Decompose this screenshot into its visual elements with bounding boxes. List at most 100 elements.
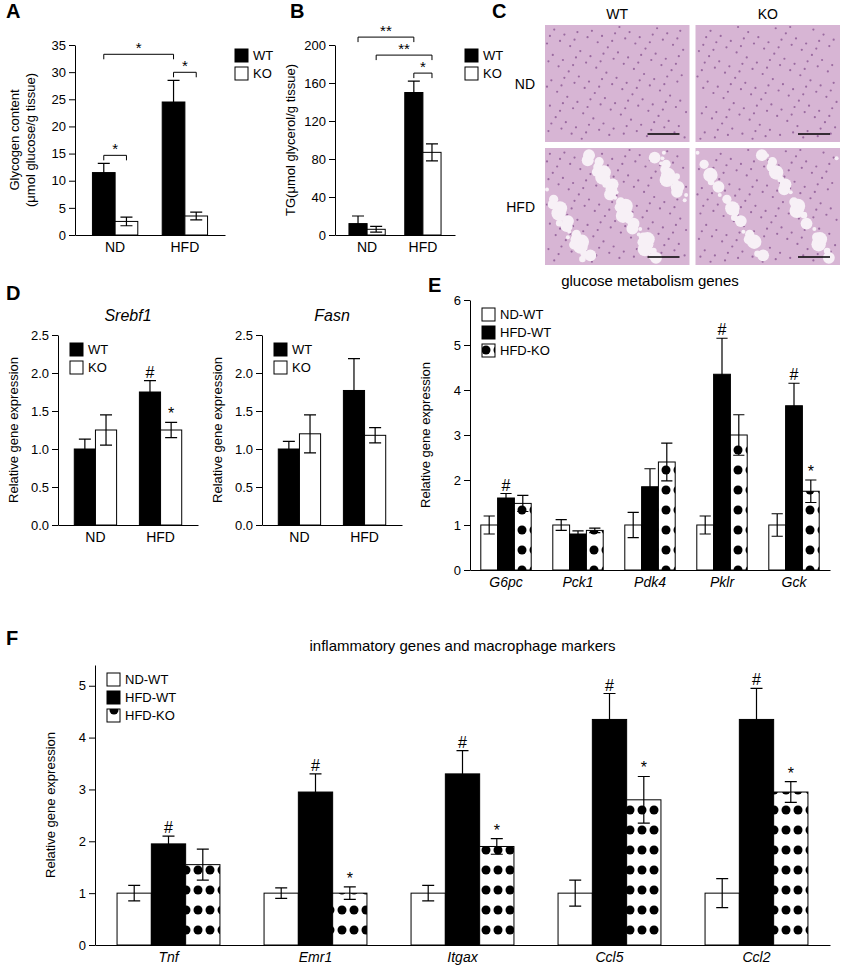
- nucleus: [756, 105, 758, 107]
- nucleus: [549, 153, 551, 155]
- y-tick-mark: [464, 345, 470, 346]
- bar: [264, 893, 298, 945]
- nucleus: [763, 47, 765, 49]
- nucleus: [754, 87, 756, 89]
- nucleus: [738, 114, 740, 116]
- nucleus: [817, 65, 819, 67]
- nucleus: [591, 30, 593, 32]
- nucleus: [573, 157, 575, 159]
- nucleus: [650, 129, 652, 131]
- x-tick: Itgax: [447, 949, 478, 965]
- nucleus: [822, 151, 824, 153]
- nucleus: [782, 201, 784, 203]
- lipid-droplet: [778, 183, 790, 195]
- error-bar: [569, 880, 581, 906]
- nucleus: [573, 82, 575, 84]
- nucleus: [562, 177, 564, 179]
- y-tick-mark: [69, 208, 75, 209]
- nucleus: [828, 115, 830, 117]
- nucleus: [559, 158, 561, 160]
- nucleus: [673, 131, 675, 133]
- bars: [349, 81, 441, 235]
- x-tick-label: HFD: [146, 529, 175, 545]
- nucleus: [833, 82, 835, 84]
- y-tick-mark: [464, 435, 470, 436]
- nucleus: [699, 138, 701, 140]
- nucleus: [602, 240, 604, 242]
- error-bar: [144, 381, 156, 404]
- legend-label: WT: [88, 342, 108, 357]
- nucleus: [579, 50, 581, 52]
- legend-swatch: [107, 709, 120, 722]
- x-tick: Emr1: [299, 949, 332, 965]
- nucleus: [576, 101, 578, 103]
- nucleus: [611, 40, 613, 42]
- nucleus: [733, 102, 735, 104]
- y-tick-mark: [52, 411, 58, 412]
- y-tick-label: 15: [52, 146, 66, 161]
- y-tick: 40: [312, 190, 335, 205]
- error-bar: [517, 495, 528, 511]
- y-tick: 30: [52, 65, 75, 80]
- nucleus: [741, 63, 743, 65]
- legend-swatch: [70, 361, 83, 374]
- nucleus: [589, 55, 591, 57]
- nucleus: [644, 47, 646, 49]
- y-tick-mark: [329, 197, 335, 198]
- y-tick-mark: [329, 45, 335, 46]
- nucleus: [766, 110, 768, 112]
- nucleus: [549, 223, 551, 225]
- bars: [92, 80, 207, 235]
- nucleus: [811, 54, 813, 56]
- nucleus: [796, 243, 798, 245]
- nucleus: [766, 184, 768, 186]
- nucleus: [550, 122, 552, 124]
- nucleus: [789, 257, 791, 259]
- nucleus: [675, 224, 677, 226]
- y-tick-mark: [464, 300, 470, 301]
- nucleus: [817, 183, 819, 185]
- significance-mark: #: [790, 366, 799, 383]
- nucleus: [650, 177, 652, 179]
- error-bar: [344, 887, 356, 899]
- y-tick: 1.5: [31, 404, 58, 419]
- nucleus: [721, 240, 723, 242]
- nucleus: [756, 179, 758, 181]
- significance-mark: *: [808, 463, 814, 480]
- nucleus: [547, 60, 549, 62]
- nucleus: [631, 93, 633, 95]
- nucleus: [824, 121, 826, 123]
- micrograph: [545, 148, 690, 265]
- y-tick-label: 1: [454, 518, 461, 533]
- legend-swatch: [465, 49, 478, 62]
- bracket-label: *: [136, 39, 142, 56]
- nucleus: [828, 163, 830, 165]
- nucleus: [801, 237, 803, 239]
- y-axis-line: [95, 666, 96, 946]
- nucleus: [672, 231, 674, 233]
- y-tick-label: 1.5: [31, 404, 49, 419]
- y-tick-mark: [52, 487, 58, 488]
- nucleus: [754, 205, 756, 207]
- nucleus: [740, 163, 742, 165]
- y-tick-label: 0: [59, 228, 66, 243]
- nucleus: [818, 110, 820, 112]
- nucleus: [754, 130, 756, 132]
- nucleus: [750, 168, 752, 170]
- significance-mark: *: [494, 822, 500, 839]
- nucleus: [830, 207, 832, 209]
- significance-mark: *: [788, 765, 794, 782]
- x-axis-line: [76, 235, 226, 236]
- y-tick-label: 10: [52, 173, 66, 188]
- scale-bar: [648, 133, 680, 135]
- nucleus: [594, 92, 596, 94]
- legend-swatch: [107, 673, 120, 686]
- y-tick-mark: [256, 373, 262, 374]
- nucleus: [620, 231, 622, 233]
- y-tick-label: 0: [79, 938, 86, 953]
- nucleus: [613, 176, 615, 178]
- y-axis: 012345: [79, 666, 96, 953]
- nucleus: [673, 206, 675, 208]
- legend-label: KO: [292, 360, 311, 375]
- nucleus: [666, 75, 668, 77]
